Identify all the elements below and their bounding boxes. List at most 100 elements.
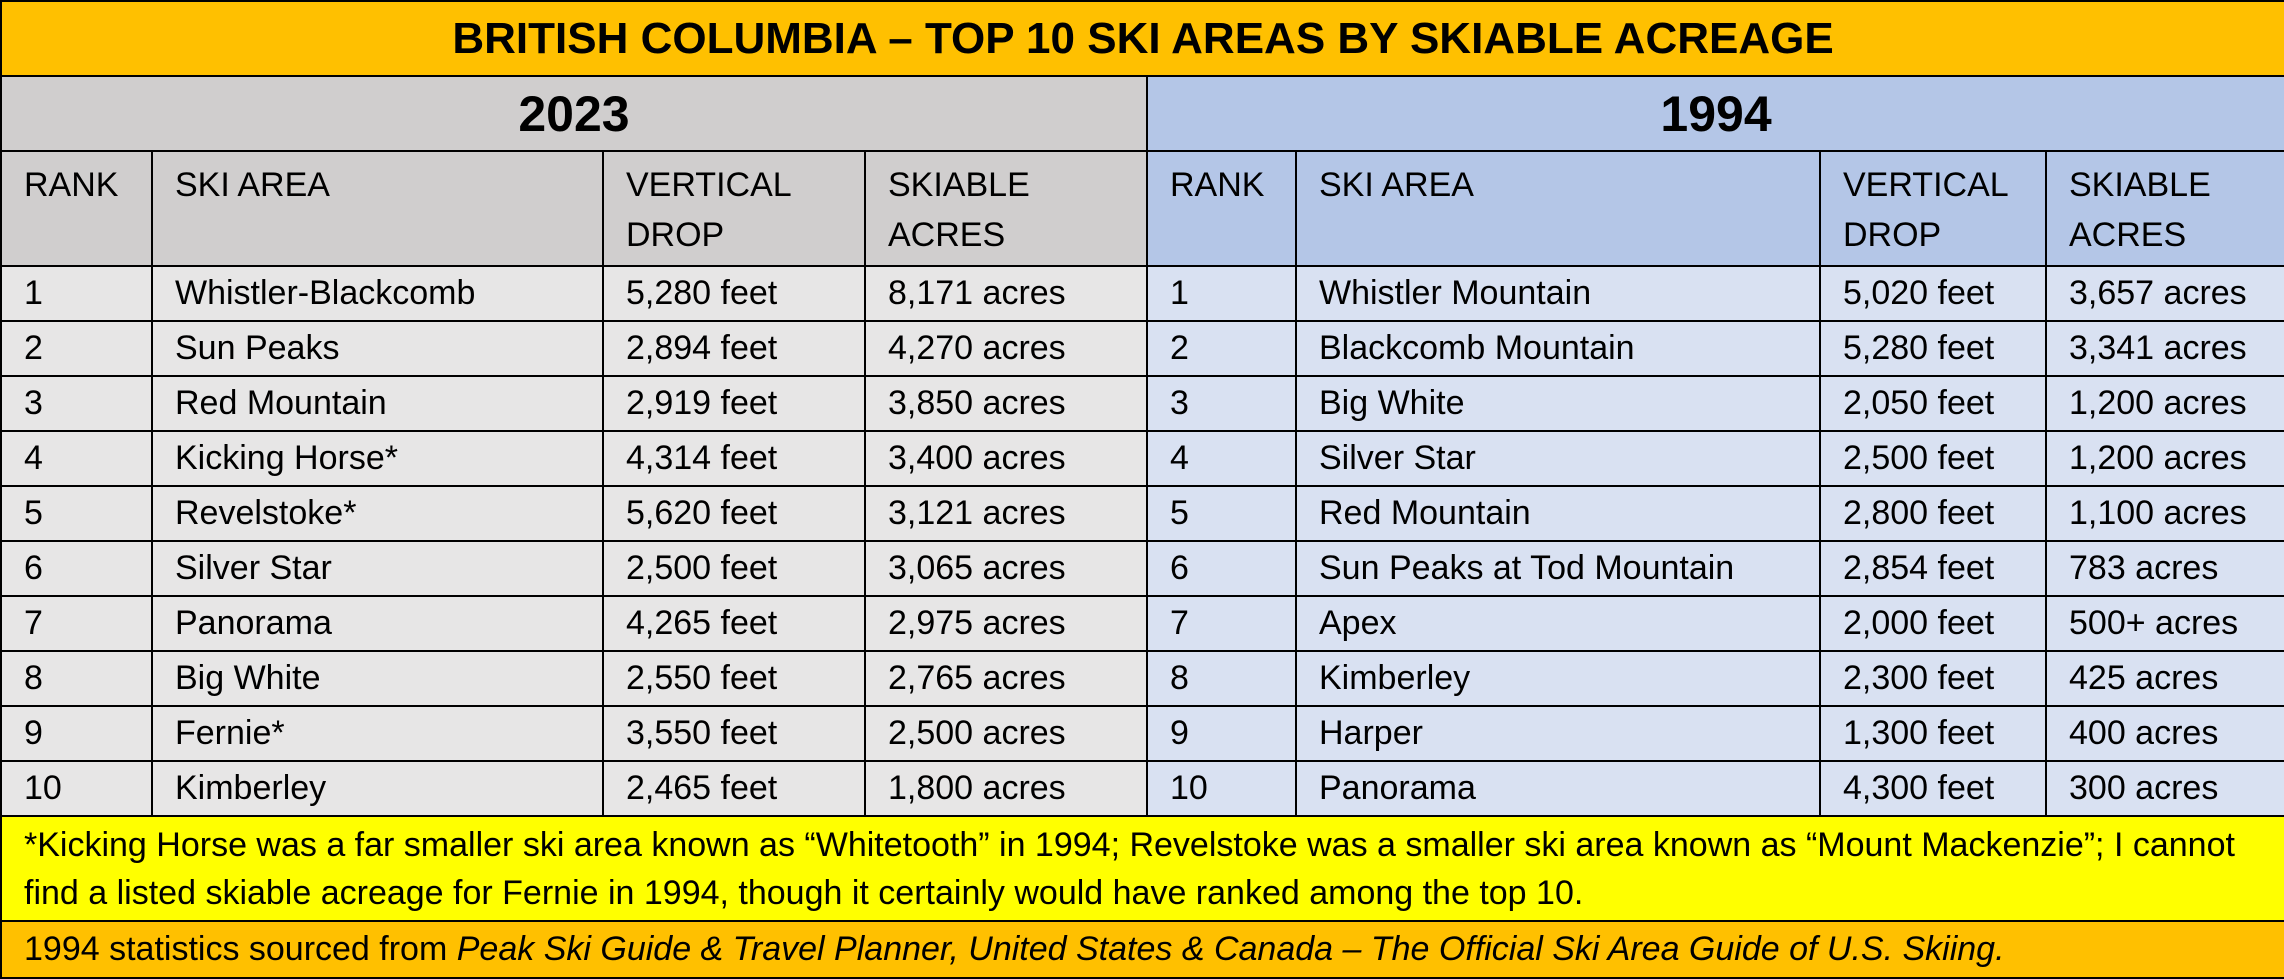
cell: 4,265 feet — [602, 595, 866, 652]
cell: Revelstoke* — [151, 485, 604, 542]
cell: 500+ acres — [2044, 595, 2284, 652]
cell: 2,050 feet — [1819, 375, 2047, 432]
header-row: RANK SKI AREA VERTICAL DROP SKIABLE ACRES RA… — [0, 150, 2284, 267]
year: 1994 — [1145, 75, 2284, 152]
cell: 4,270 acres — [864, 320, 1148, 377]
year: 2023 — [0, 75, 1148, 152]
cell: Panorama — [151, 595, 604, 652]
data-row: 4 Kicking Horse* 4,314 feet 3,400 acres 4 Sil… — [0, 430, 2284, 487]
column-header: SKIABLE ACRES — [2044, 150, 2284, 267]
cell: 1 — [1146, 265, 1297, 322]
cell: 9 — [0, 705, 153, 762]
cell: Kimberley — [1295, 650, 1821, 707]
cell: 1,200 acres — [2044, 375, 2284, 432]
data-row: 5 Revelstoke* 5,620 feet 3,121 acres 5 Red Mo… — [0, 485, 2284, 542]
cell: 6 — [0, 540, 153, 597]
cell: 2 — [1146, 320, 1297, 377]
cell: 3,400 acres — [864, 430, 1148, 487]
cell: 3,065 acres — [864, 540, 1148, 597]
cell: 3,341 acres — [2044, 320, 2284, 377]
cell: Sun Peaks — [151, 320, 604, 377]
cell: 300 acres — [2044, 760, 2284, 817]
source-row: 1994 statistics sourced from Peak Ski Gu… — [0, 920, 2284, 979]
cell: 3,550 feet — [602, 705, 866, 762]
cell: 5 — [0, 485, 153, 542]
cell: 5,020 feet — [1819, 265, 2047, 322]
cell: 2 — [0, 320, 153, 377]
cell: 2,000 feet — [1819, 595, 2047, 652]
cell: Red Mountain — [1295, 485, 1821, 542]
title-row: BRITISH COLUMBIA – TOP 10 SKI AREAS BY S… — [0, 0, 2284, 77]
column-header: RANK — [1146, 150, 1297, 267]
year-row: 2023 1994 — [0, 75, 2284, 152]
cell: Kimberley — [151, 760, 604, 817]
data-row: 1 Whistler-Blackcomb 5,280 feet 8,171 acres… — [0, 265, 2284, 322]
data-row: 8 Big White 2,550 feet 2,765 acres 8 Kimberle… — [0, 650, 2284, 707]
cell: 2,765 acres — [864, 650, 1148, 707]
cell: Kicking Horse* — [151, 430, 604, 487]
column-header: SKI AREA — [151, 150, 604, 267]
column-header: SKIABLE ACRES — [864, 150, 1148, 267]
cell: 2,894 feet — [602, 320, 866, 377]
footnote: *Kicking Horse was a far smaller ski are… — [0, 815, 2284, 922]
cell: Silver Star — [151, 540, 604, 597]
cell: Fernie* — [151, 705, 604, 762]
cell: Apex — [1295, 595, 1821, 652]
cell: 8,171 acres — [864, 265, 1148, 322]
source-prefix: 1994 statistics sourced from — [24, 930, 457, 968]
data-row: 7 Panorama 4,265 feet 2,975 acres 7 Apex 2,000… — [0, 595, 2284, 652]
cell: 400 acres — [2044, 705, 2284, 762]
data-row: 9 Fernie* 3,550 feet 2,500 acres 9 Harper 1,30… — [0, 705, 2284, 762]
cell: 1 — [0, 265, 153, 322]
cell: 5,280 feet — [602, 265, 866, 322]
column-header: RANK — [0, 150, 153, 267]
cell: 1,300 feet — [1819, 705, 2047, 762]
cell: 2,500 feet — [602, 540, 866, 597]
cell: 7 — [0, 595, 153, 652]
cell: 4 — [0, 430, 153, 487]
cell: 1,200 acres — [2044, 430, 2284, 487]
cell: 4,314 feet — [602, 430, 866, 487]
footnote-row: *Kicking Horse was a far smaller ski are… — [0, 815, 2284, 922]
data-row: 6 Silver Star 2,500 feet 3,065 acres 6 Sun Pe… — [0, 540, 2284, 597]
cell: Whistler-Blackcomb — [151, 265, 604, 322]
column-header: VERTICAL DROP — [602, 150, 866, 267]
cell: 1,100 acres — [2044, 485, 2284, 542]
cell: 3,121 acres — [864, 485, 1148, 542]
cell: 3 — [0, 375, 153, 432]
title: BRITISH COLUMBIA – TOP 10 SKI AREAS BY S… — [0, 0, 2284, 77]
cell: 8 — [0, 650, 153, 707]
cell: 5 — [1146, 485, 1297, 542]
cell: 2,500 acres — [864, 705, 1148, 762]
cell: 5,620 feet — [602, 485, 866, 542]
column-header: VERTICAL DROP — [1819, 150, 2047, 267]
cell: 7 — [1146, 595, 1297, 652]
cell: Silver Star — [1295, 430, 1821, 487]
cell: 783 acres — [2044, 540, 2284, 597]
cell: 4,300 feet — [1819, 760, 2047, 817]
cell: 10 — [0, 760, 153, 817]
cell: 425 acres — [2044, 650, 2284, 707]
cell: Red Mountain — [151, 375, 604, 432]
cell: 2,854 feet — [1819, 540, 2047, 597]
cell: 3 — [1146, 375, 1297, 432]
cell: 2,975 acres — [864, 595, 1148, 652]
cell: 8 — [1146, 650, 1297, 707]
cell: 6 — [1146, 540, 1297, 597]
cell: 10 — [1146, 760, 1297, 817]
cell: 2,550 feet — [602, 650, 866, 707]
cell: 5,280 feet — [1819, 320, 2047, 377]
data-row: 3 Red Mountain 2,919 feet 3,850 acres 3 Big W… — [0, 375, 2284, 432]
cell: 3,657 acres — [2044, 265, 2284, 322]
cell: 1,800 acres — [864, 760, 1148, 817]
cell: Panorama — [1295, 760, 1821, 817]
source-work: Peak Ski Guide & Travel Planner, United … — [456, 930, 2005, 968]
cell: 2,500 feet — [1819, 430, 2047, 487]
cell: 4 — [1146, 430, 1297, 487]
cell: 2,300 feet — [1819, 650, 2047, 707]
cell: Harper — [1295, 705, 1821, 762]
cell: 3,850 acres — [864, 375, 1148, 432]
cell: 2,919 feet — [602, 375, 866, 432]
